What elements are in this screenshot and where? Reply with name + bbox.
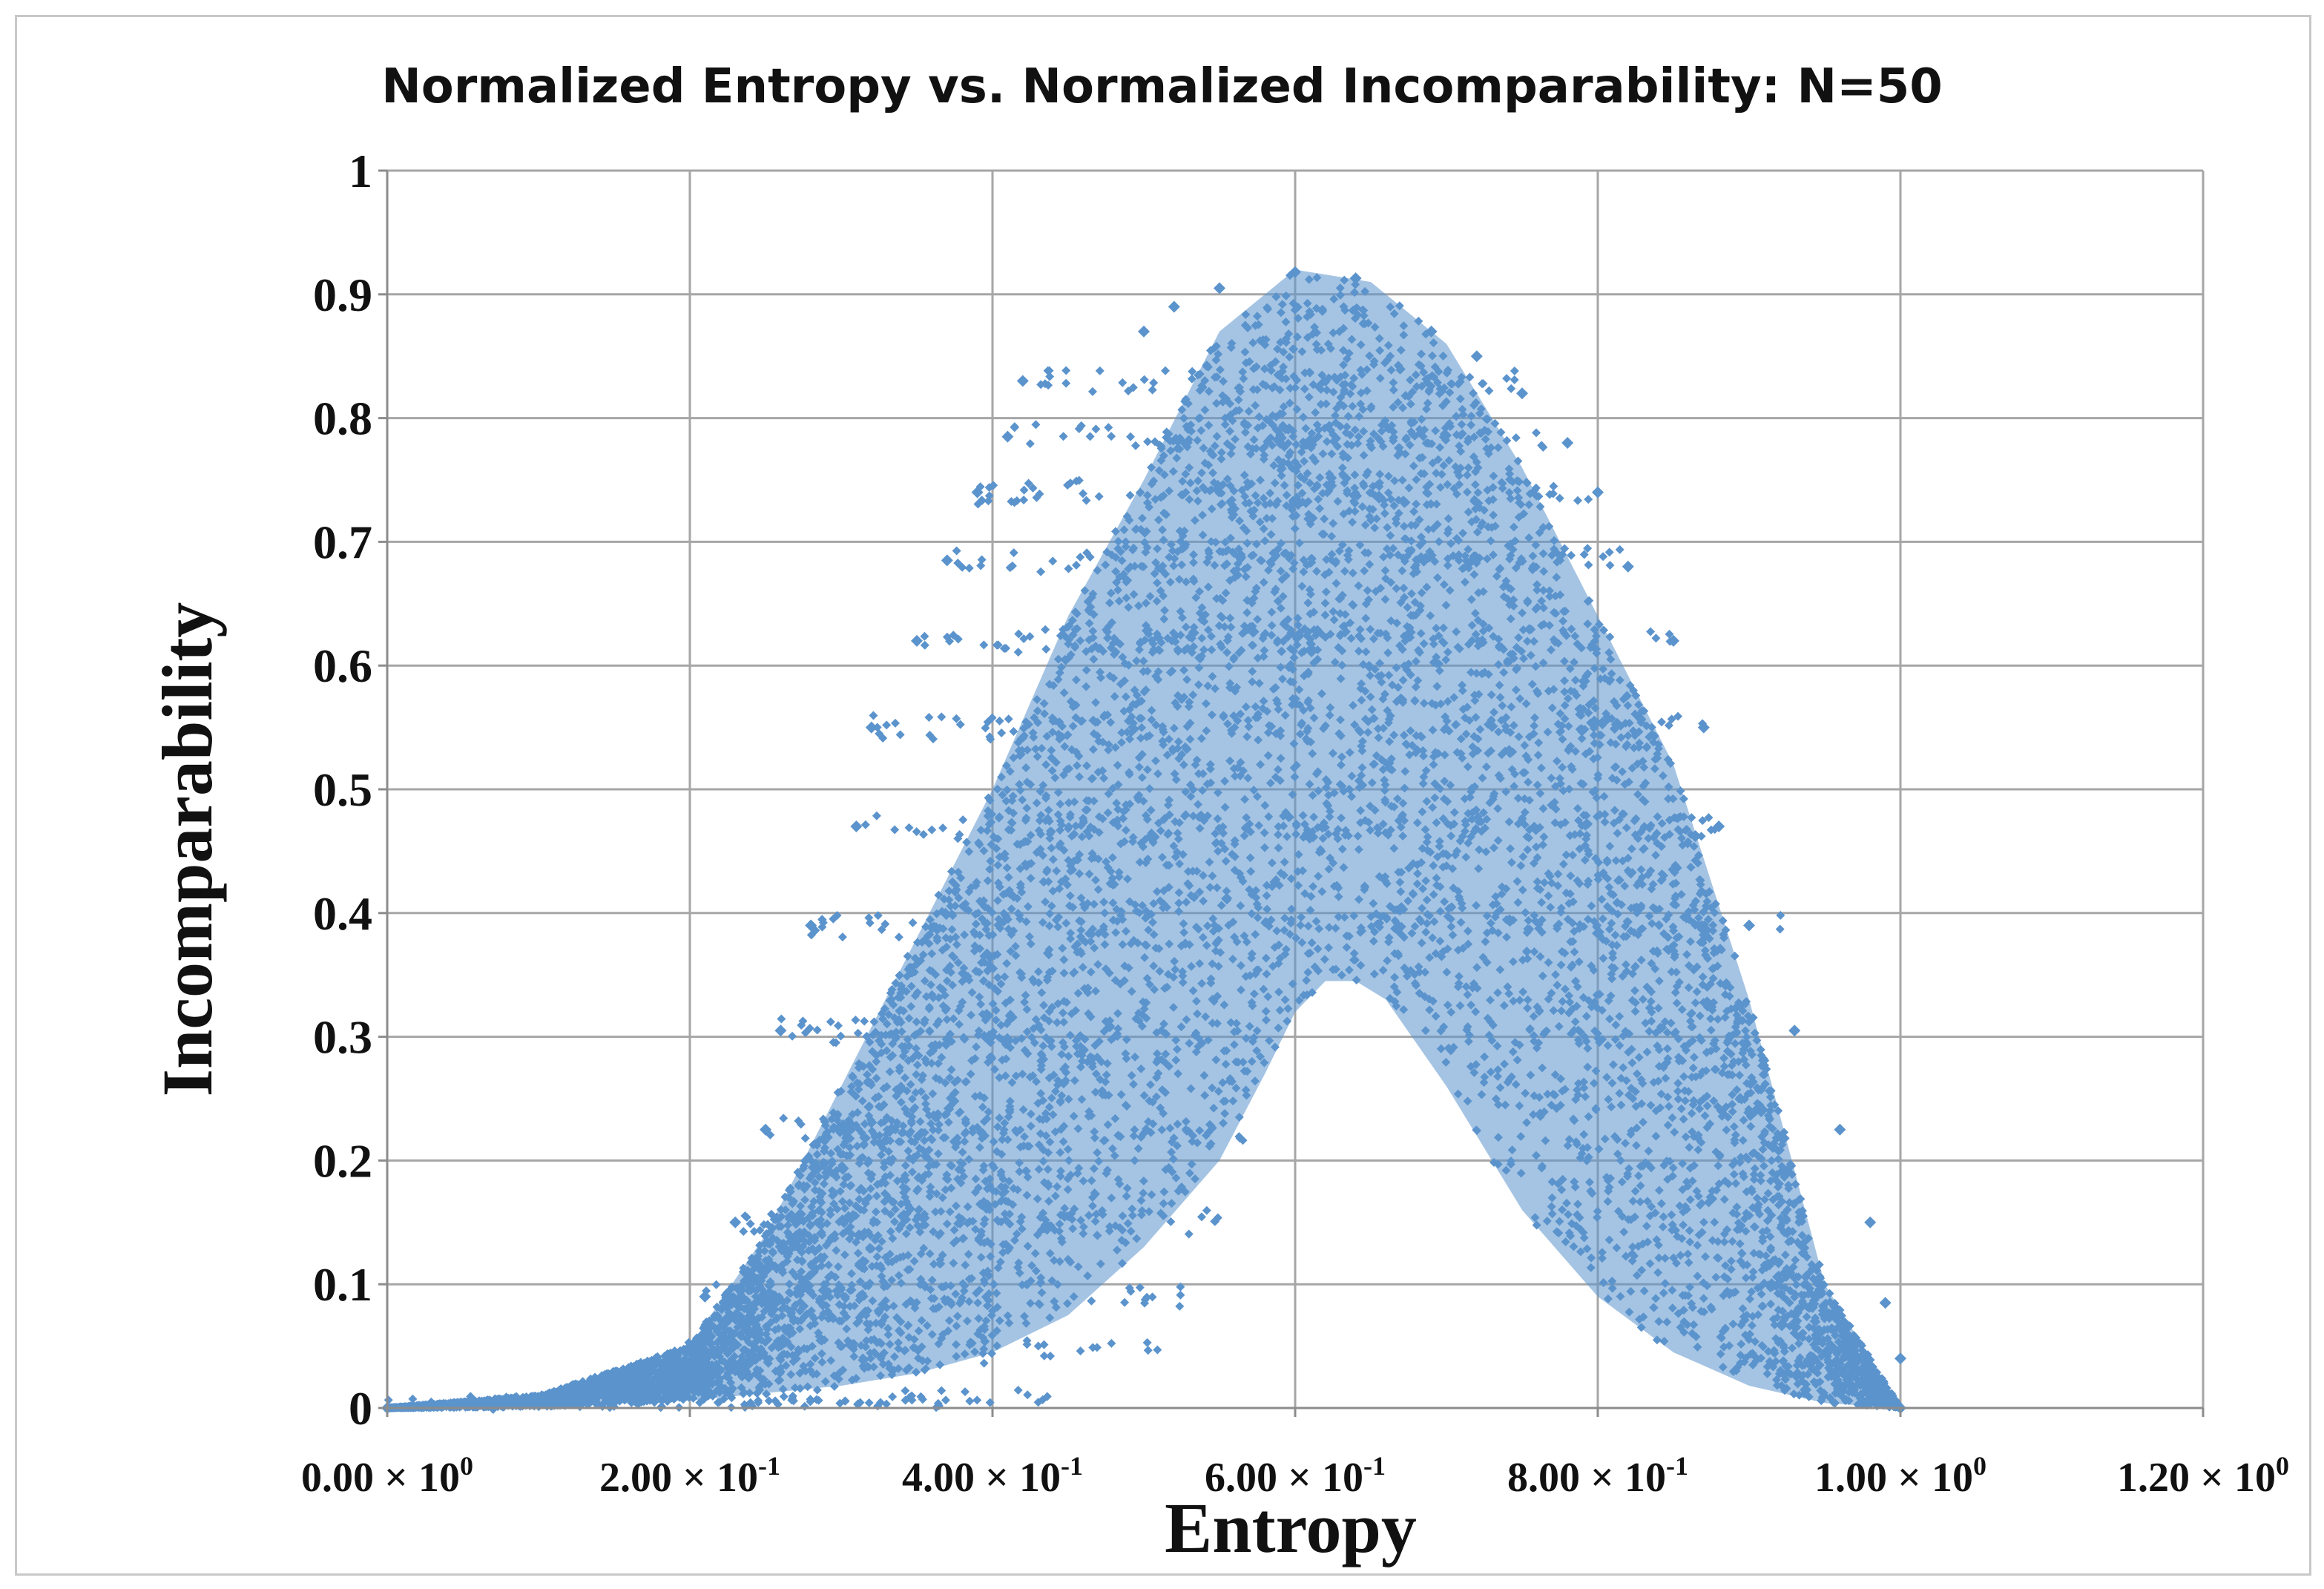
y-tick-label: 0.9 (313, 269, 372, 321)
x-tick-label: 0.00 × 100 (301, 1451, 473, 1501)
data-point (1697, 721, 1710, 734)
data-points (381, 266, 1906, 1414)
data-point (1138, 325, 1150, 338)
data-point (1622, 560, 1634, 573)
y-tick-label: 0.4 (313, 887, 372, 940)
data-point (699, 1290, 711, 1303)
data-point (1592, 486, 1604, 499)
y-tick-label: 0.5 (313, 763, 372, 816)
data-point (1214, 282, 1225, 295)
data-point (729, 1216, 742, 1228)
data-point (1788, 1024, 1801, 1037)
data-point (760, 1123, 771, 1136)
x-tick-labels: 0.00 × 100 2.00 × 10-1 4.00 × 10-1 6.00 × 1… (301, 1451, 2289, 1501)
data-point (1168, 300, 1180, 313)
plot-axes (378, 169, 2205, 1417)
data-point (1289, 266, 1301, 278)
x-tick-label: 1.00 × 100 (1814, 1451, 1986, 1501)
data-point (1561, 436, 1574, 449)
data-point (1001, 430, 1014, 443)
data-point (1349, 272, 1362, 285)
data-point (668, 1346, 681, 1358)
data-point (1713, 820, 1725, 833)
data-point (1425, 325, 1438, 338)
data-point (562, 1395, 575, 1408)
x-axis-label: Entropy (1165, 1488, 1417, 1567)
data-point (774, 1024, 787, 1037)
y-axis-label: Incomparability (148, 602, 227, 1097)
data-point (805, 919, 817, 932)
y-tick-label: 0.3 (313, 1011, 372, 1064)
y-tick-label: 0.8 (313, 392, 372, 445)
y-tick-label: 0.2 (313, 1134, 372, 1187)
x-tick-label: 8.00 × 10-1 (1507, 1451, 1688, 1501)
data-point (1864, 1216, 1877, 1228)
x-tick-label: 6.00 × 10-1 (1205, 1451, 1386, 1501)
y-tick-label: 0.1 (313, 1258, 372, 1311)
scatter-markers (383, 271, 1905, 1412)
x-tick-label: 4.00 × 10-1 (902, 1451, 1083, 1501)
y-tick-label: 0.6 (313, 639, 372, 692)
chart-title: Normalized Entropy vs. Normalized Incomp… (381, 59, 1943, 114)
data-point (1834, 1123, 1846, 1136)
data-point (850, 820, 863, 833)
data-point (1470, 350, 1483, 363)
data-point (971, 486, 984, 499)
x-tick-label: 2.00 × 10-1 (599, 1451, 780, 1501)
data-point (1516, 387, 1528, 400)
data-point (1895, 1352, 1906, 1365)
x-tick-label: 1.20 × 100 (2117, 1451, 2289, 1501)
data-point (1016, 375, 1029, 387)
data-point (1743, 919, 1755, 932)
data-point (1668, 634, 1679, 647)
y-tick-label: 0 (349, 1382, 372, 1435)
y-tick-label: 1 (349, 145, 372, 197)
y-tick-label: 0.7 (313, 516, 372, 568)
data-point (608, 1383, 620, 1395)
data-point (911, 634, 923, 647)
y-tick-labels: 0 0.1 0.2 0.3 0.4 0.5 0.6 0.7 0.8 0.9 1 (313, 145, 372, 1435)
data-point (1879, 1297, 1892, 1309)
data-point (941, 554, 953, 567)
data-point (865, 721, 878, 734)
